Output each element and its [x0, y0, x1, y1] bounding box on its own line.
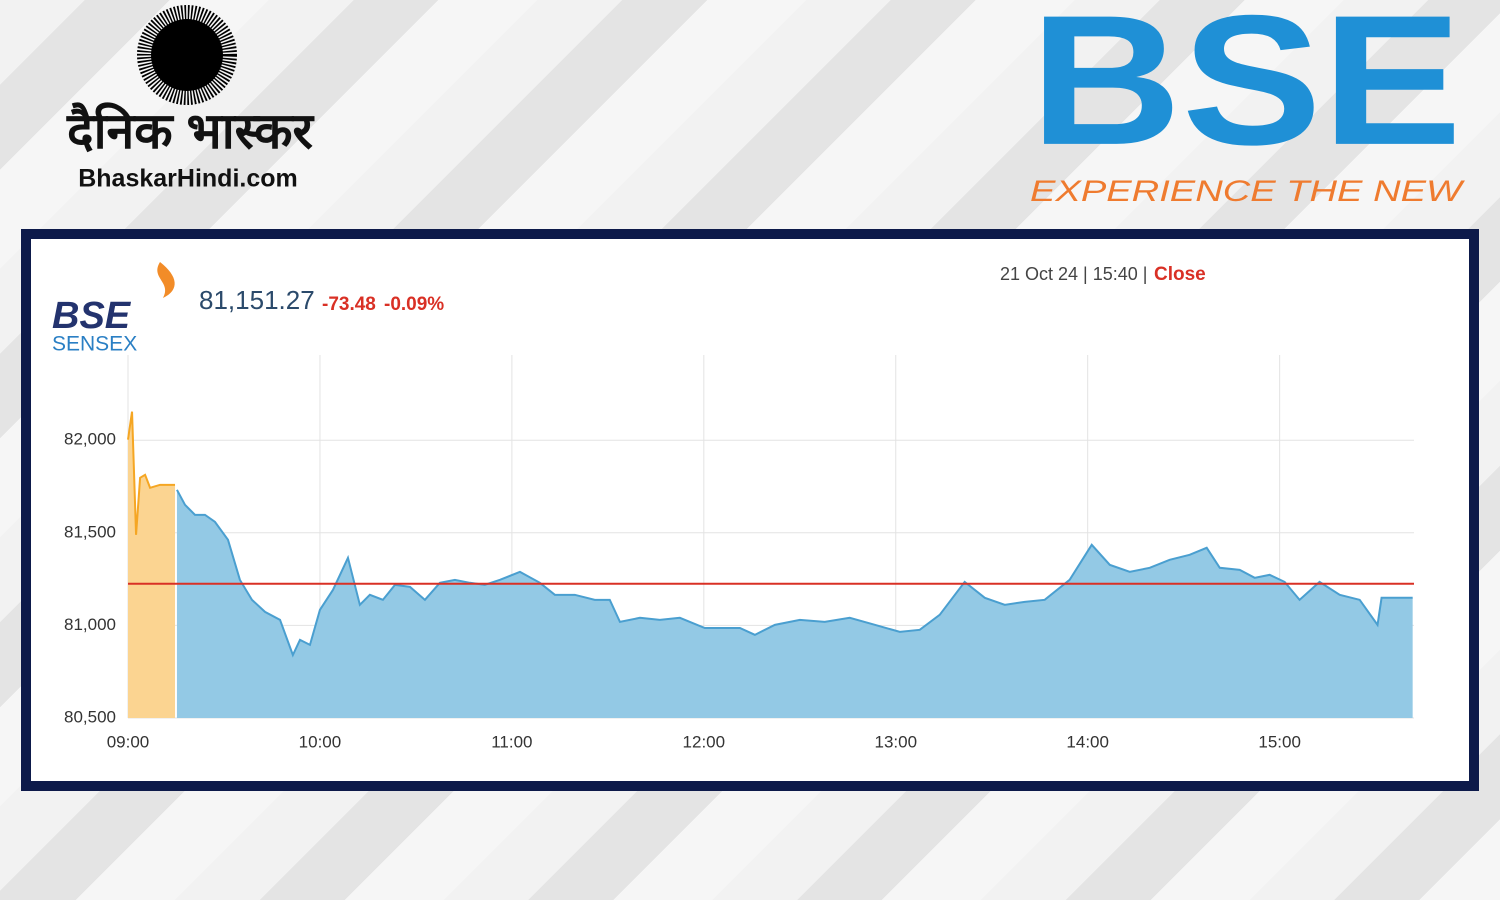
x-tick-label: 14:00: [1066, 732, 1109, 751]
timestamp: 21 Oct 24 | 15:40 |: [1000, 264, 1147, 284]
plot: 80,500 81,000 81,500 82,000 09:00 10:00 11:00 1…: [64, 355, 1414, 751]
area-line: [127, 411, 176, 535]
index-value: 81,151.27: [199, 285, 315, 315]
x-tick-label: 13:00: [874, 732, 917, 751]
area-line: [176, 489, 1413, 658]
area-fill: [176, 489, 1413, 718]
index-change-percent: -0.09%: [384, 294, 444, 315]
brand-hindi: दैनिक भास्कर: [66, 102, 314, 159]
brand-site: BhaskarHindi.com: [78, 165, 298, 193]
y-tick-label: 82,000: [64, 430, 116, 449]
y-tick-label: 80,500: [64, 707, 116, 726]
y-tick-label: 81,000: [64, 615, 116, 634]
x-tick-label: 10:00: [299, 732, 342, 751]
market-status: Close: [1154, 264, 1206, 285]
index-logo: BSE: [52, 295, 132, 337]
index-change: -73.48: [322, 294, 376, 315]
sun: [151, 19, 223, 91]
x-tick-label: 12:00: [683, 732, 726, 751]
x-tick-label: 11:00: [491, 732, 532, 751]
x-tick-label: 15:00: [1258, 732, 1301, 751]
x-tick-label: 09:00: [107, 732, 150, 751]
index-name: SENSEX: [52, 333, 137, 356]
sun-rays: [137, 5, 237, 105]
bse-logo: BSE: [1030, 0, 1462, 184]
bse-tagline: EXPERIENCE THE NEW: [1030, 175, 1465, 208]
y-tick-label: 81,500: [64, 522, 116, 541]
flame-icon: [157, 262, 175, 298]
